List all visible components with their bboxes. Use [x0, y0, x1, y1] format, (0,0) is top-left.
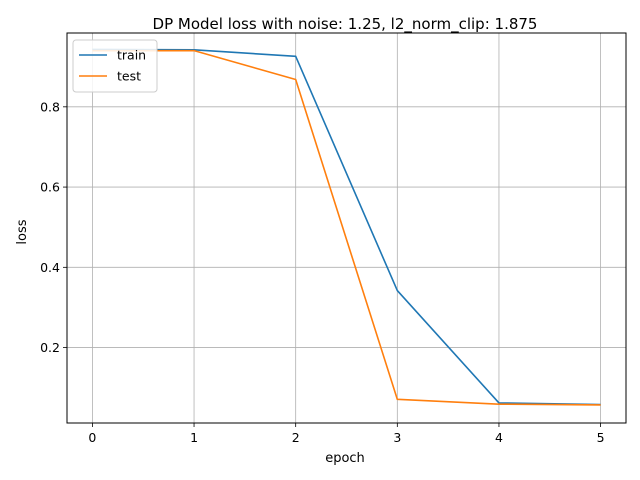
- y-axis-label: loss: [15, 219, 30, 244]
- y-tick-label: 0.8: [40, 99, 60, 114]
- x-tick-label: 2: [292, 430, 300, 445]
- x-tick-label: 1: [190, 430, 198, 445]
- y-tick-label: 0.6: [40, 180, 60, 195]
- series-lines: [92, 48, 601, 406]
- x-axis-label: epoch: [325, 451, 365, 466]
- x-tick-label: 0: [88, 430, 96, 445]
- chart-title: DP Model loss with noise: 1.25, l2_norm_…: [153, 15, 538, 34]
- legend-box: [72, 39, 158, 93]
- y-tick-label: 0.4: [40, 260, 60, 275]
- y-tick-label: 0.2: [40, 340, 60, 355]
- series-line-train: [92, 48, 601, 406]
- legend: train test: [72, 39, 158, 93]
- legend-label-test: test: [117, 69, 141, 84]
- x-tick-label: 4: [495, 430, 503, 445]
- grid: [67, 33, 626, 423]
- plot-frame: [66, 32, 627, 424]
- legend-label-train: train: [117, 48, 146, 63]
- series-line-test: [92, 49, 601, 406]
- x-tick-label: 3: [393, 430, 401, 445]
- x-tick-label: 5: [597, 430, 605, 445]
- axis-ticks: 0 1 2 3 4 5 0.2 0.4 0.6 0.8: [40, 99, 604, 445]
